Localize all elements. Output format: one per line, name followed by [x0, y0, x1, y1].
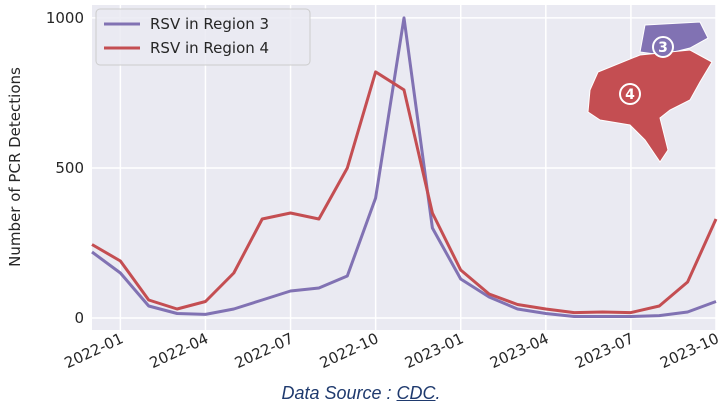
y-tick-label: 500 — [55, 159, 84, 177]
legend: RSV in Region 3 RSV in Region 4 — [95, 8, 311, 66]
x-tick-label: 2023-10 — [657, 329, 721, 372]
region-4-badge — [619, 83, 641, 105]
source-link[interactable]: CDC — [396, 383, 436, 403]
x-tick-label: 2022-10 — [317, 329, 381, 372]
source-note: Data Source : CDC. — [0, 383, 722, 404]
y-tick-label: 1000 — [46, 9, 84, 27]
source-suffix: . — [435, 383, 441, 403]
legend-label: RSV in Region 3 — [150, 15, 269, 33]
x-tick-label: 2022-01 — [62, 329, 126, 372]
x-tick-label: 2023-07 — [572, 329, 636, 372]
legend-label: RSV in Region 4 — [150, 39, 269, 57]
map-inset: 3 4 — [587, 21, 713, 163]
region-4-shape — [587, 49, 713, 163]
x-tick-label: 2023-04 — [487, 329, 551, 372]
legend-box — [95, 8, 311, 66]
x-tick-label: 2022-07 — [232, 329, 296, 372]
y-tick-label: 0 — [74, 309, 84, 327]
chart: 3 4 Number of PCR Detections 0 500 1000 202… — [6, 5, 722, 372]
region-3-badge — [652, 36, 674, 58]
map-label: 4 — [625, 87, 635, 103]
x-tick-label: 2022-04 — [147, 329, 211, 372]
source-prefix: Data Source : — [281, 383, 397, 403]
x-tick-label: 2023-01 — [402, 329, 466, 372]
y-axis-label: Number of PCR Detections — [6, 67, 24, 267]
series-line — [91, 16, 717, 318]
series-line — [91, 70, 718, 315]
map-label: 3 — [658, 40, 668, 56]
lines — [91, 16, 718, 318]
